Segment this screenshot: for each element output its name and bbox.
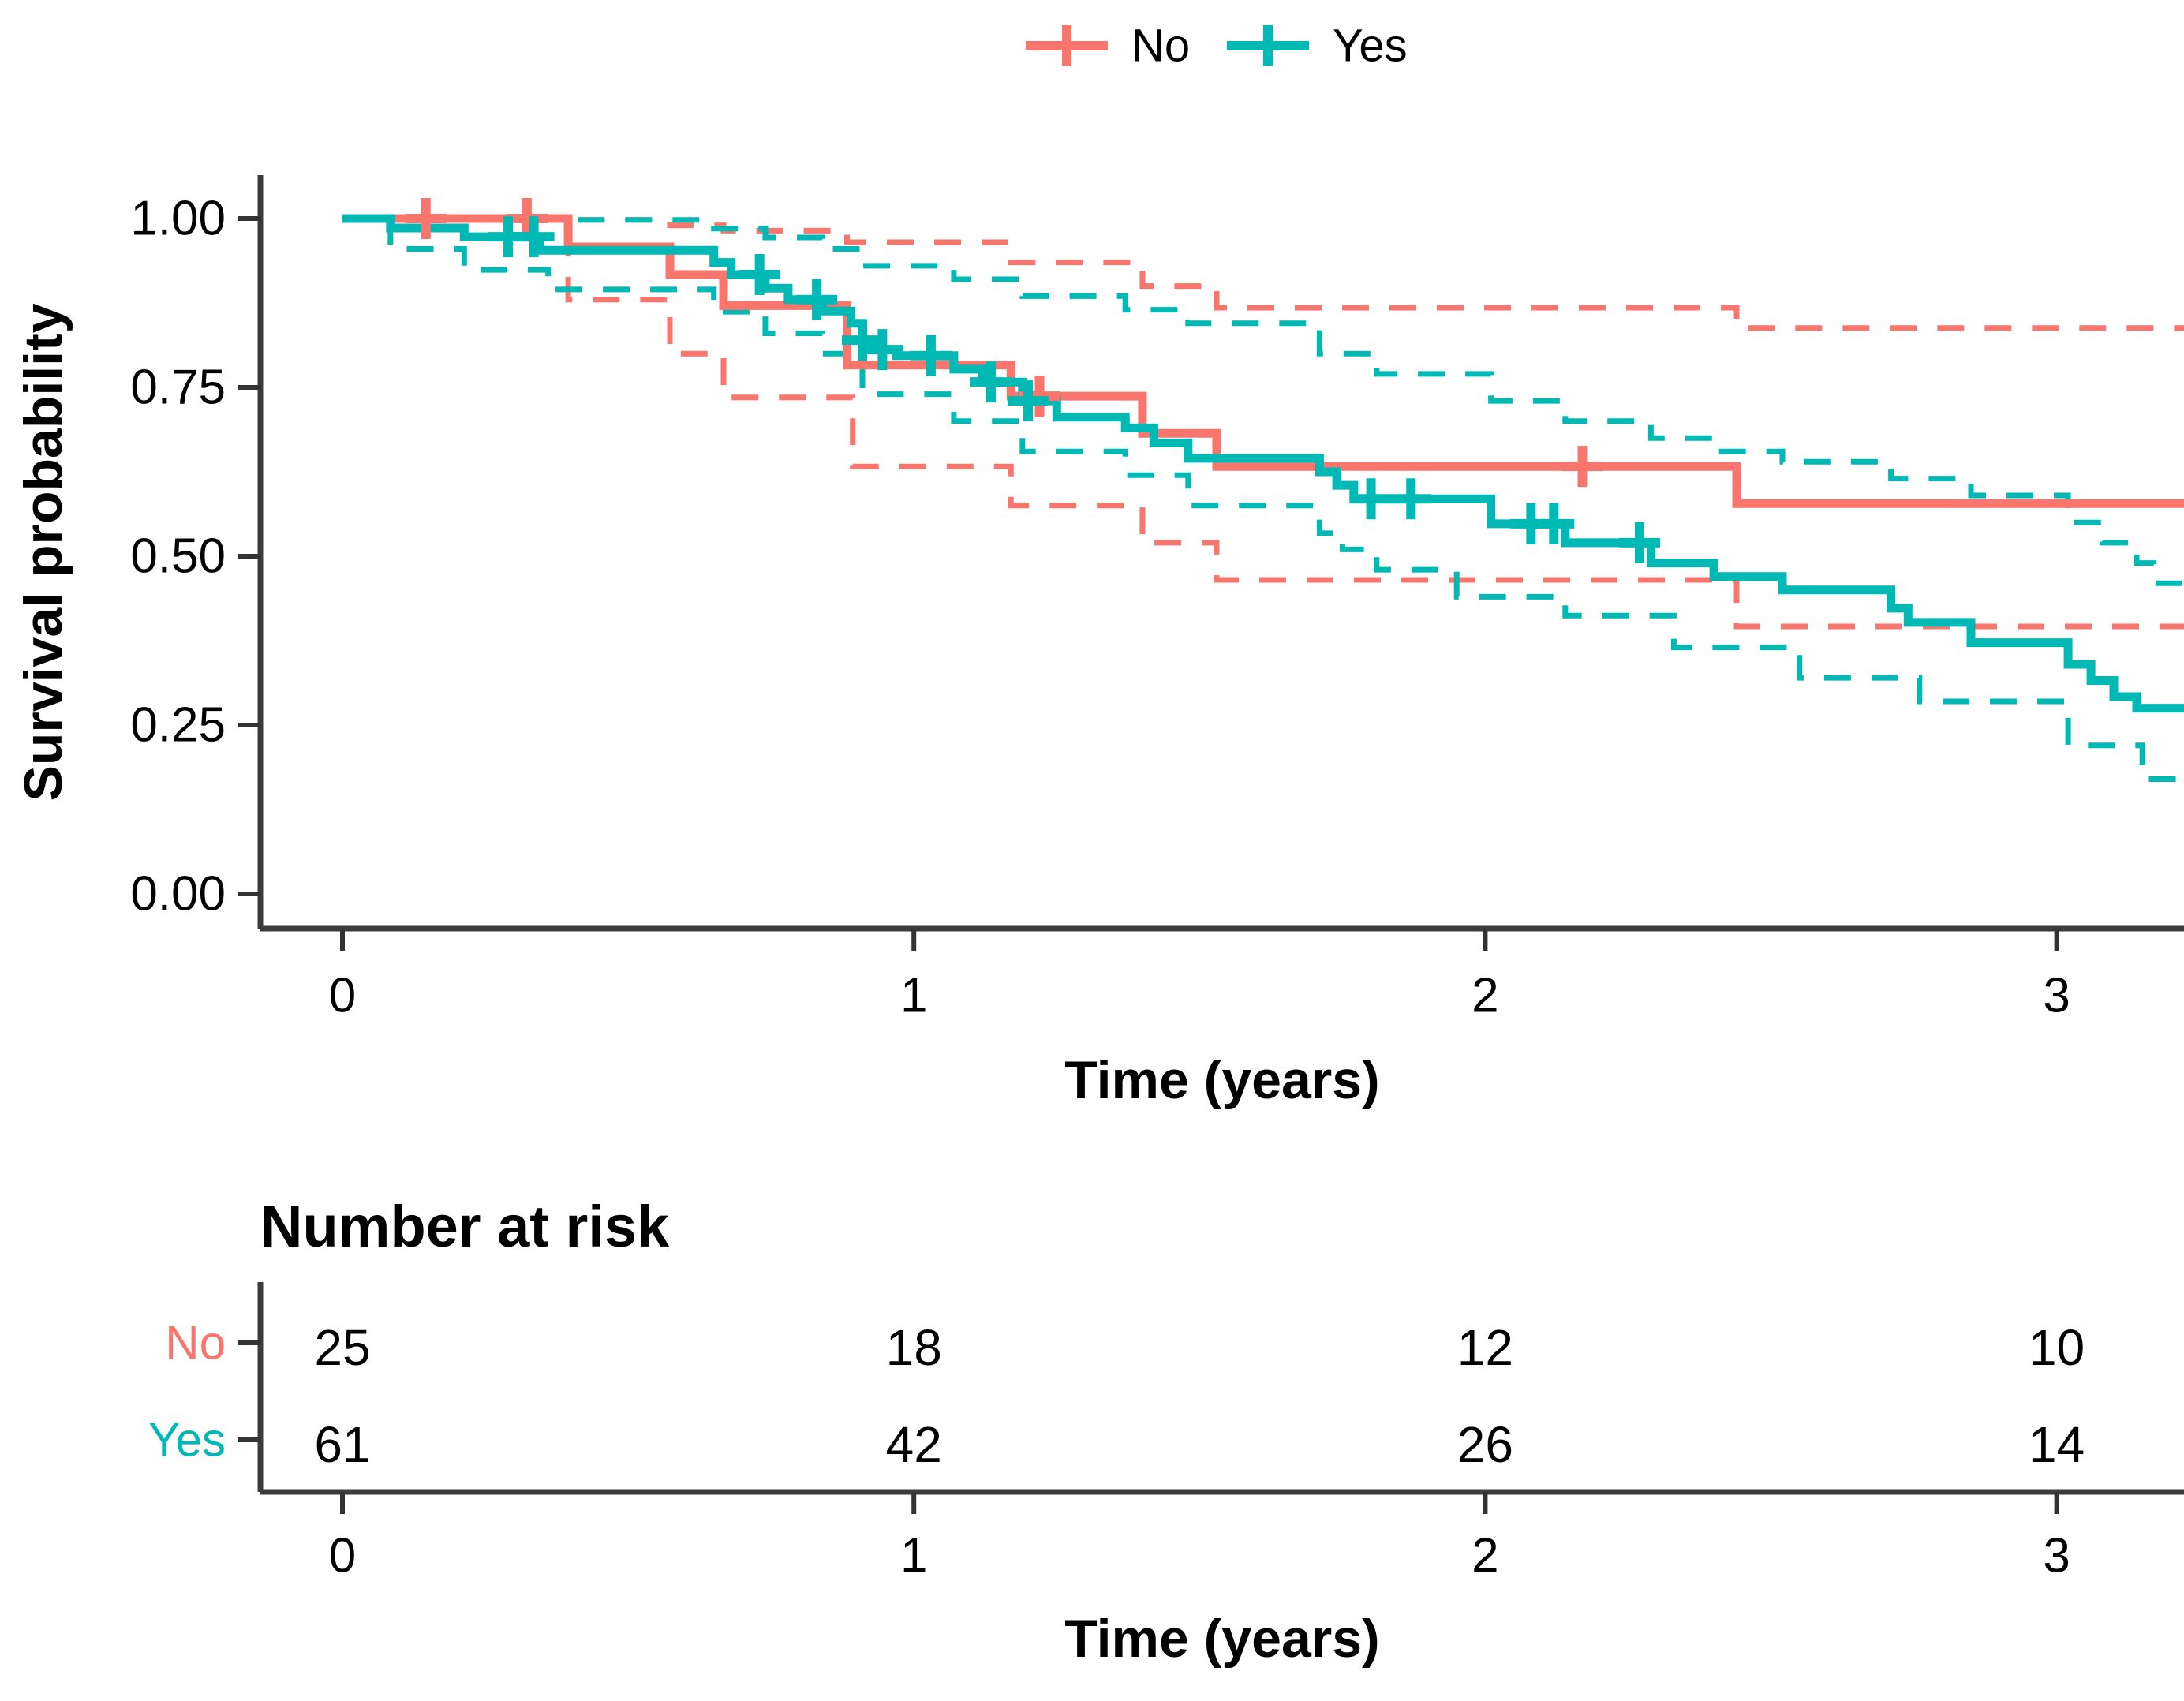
risk-count: 18: [886, 1319, 942, 1376]
risk-count: 61: [314, 1416, 370, 1473]
censor-mark-no: [1561, 446, 1603, 488]
risk-x-tick-label: 0: [329, 1529, 356, 1583]
x-axis-title: Time (years): [1064, 1050, 1379, 1110]
censor-mark-yes: [1008, 380, 1049, 422]
y-axis-ticks: 0.00 0.25 0.50 0.75 1.00: [130, 192, 260, 922]
risk-x-tick-label: 2: [1472, 1529, 1498, 1583]
legend-label-no: No: [1131, 21, 1190, 72]
y-tick-label: 0.25: [130, 698, 226, 753]
censor-mark-no: [405, 198, 447, 239]
curve-yes-lower-95-ci: [342, 215, 2184, 783]
confidence-interval-curves: [342, 215, 2184, 783]
risk-count: 42: [886, 1416, 942, 1473]
x-tick-label: 2: [1472, 969, 1498, 1023]
risk-table-x-ticks: 0 1 2 3: [329, 1492, 2070, 1583]
risk-x-tick-label: 1: [900, 1529, 927, 1583]
risk-count: 25: [314, 1319, 370, 1376]
risk-row-label-yes: Yes: [148, 1414, 226, 1467]
censor-mark-yes: [1390, 478, 1432, 520]
legend-label-yes: Yes: [1333, 21, 1408, 72]
censor-mark-yes: [910, 335, 952, 376]
censor-mark-yes: [1350, 478, 1392, 520]
x-tick-label: 0: [329, 969, 356, 1023]
chart-legend: No Yes: [1026, 21, 1408, 72]
y-tick-label: 1.00: [130, 192, 226, 246]
risk-count: 10: [2029, 1319, 2085, 1376]
censor-mark-yes: [1618, 522, 1660, 563]
legend-item-no: No: [1026, 21, 1190, 72]
curve-yes: [342, 214, 2184, 713]
risk-row-label-no: No: [165, 1317, 226, 1370]
risk-count: 14: [2029, 1416, 2085, 1473]
censor-mark-yes: [513, 216, 555, 258]
censor-mark-yes: [739, 254, 780, 296]
y-tick-label: 0.00: [130, 867, 226, 922]
risk-table-title: Number at risk: [260, 1194, 670, 1259]
risk-count: 26: [1457, 1416, 1513, 1473]
risk-table-rows: No 25 18 12 10 Yes 61 42 26 14: [148, 1317, 2085, 1474]
x-tick-label: 1: [900, 969, 927, 1023]
risk-x-tick-label: 3: [2043, 1529, 2070, 1583]
censor-mark-yes: [1533, 503, 1575, 544]
censor-mark-yes: [970, 361, 1012, 403]
curve-yes-upper-95-ci: [342, 215, 2184, 590]
censor-marks: [405, 198, 1660, 563]
legend-item-yes: Yes: [1227, 21, 1408, 72]
x-axis-ticks: 0 1 2 3: [329, 929, 2070, 1023]
y-tick-label: 0.75: [130, 361, 226, 415]
y-axis-title: Survival probability: [13, 303, 73, 801]
risk-count: 12: [1457, 1319, 1513, 1376]
curve-no-lower-95-ci: [342, 215, 2184, 630]
y-tick-label: 0.50: [130, 529, 226, 584]
censor-mark-yes: [796, 279, 838, 320]
curve-no-upper-95-ci: [342, 215, 2184, 331]
censor-mark-yes: [862, 329, 903, 371]
x-tick-label: 3: [2043, 969, 2070, 1023]
risk-table-x-axis-title: Time (years): [1064, 1609, 1379, 1669]
